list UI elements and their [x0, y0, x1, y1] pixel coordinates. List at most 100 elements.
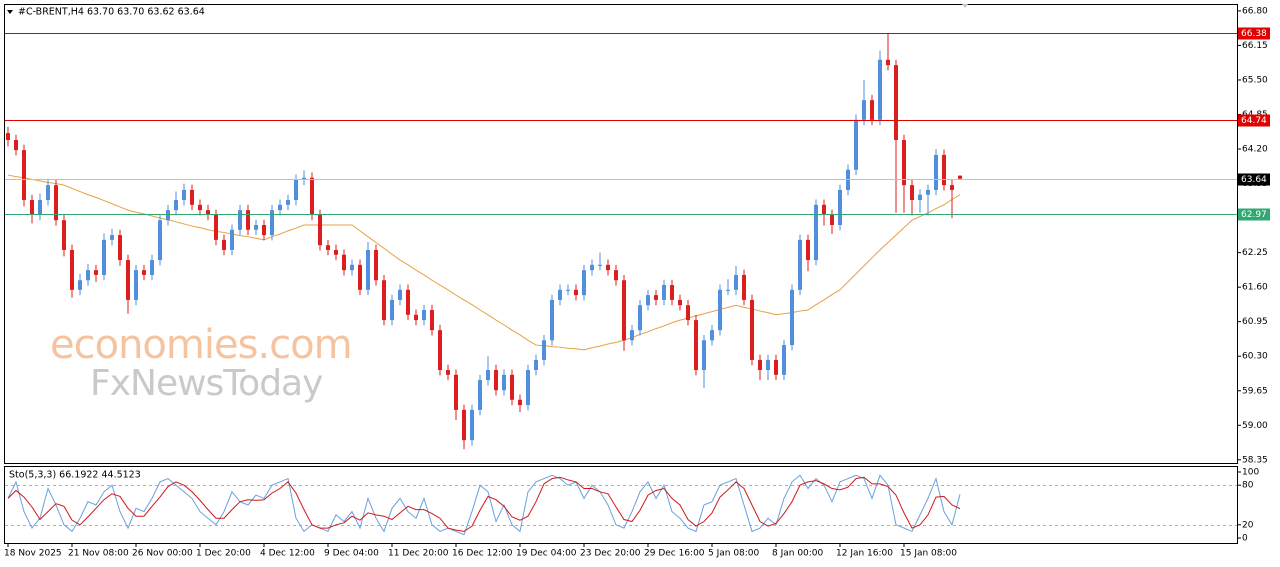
x-tick-label: 29 Dec 16:00 [644, 549, 705, 559]
candle-body [414, 314, 418, 321]
candle-body [614, 270, 618, 281]
candle-body [622, 280, 626, 341]
candle-body [318, 214, 322, 246]
candle-body [366, 249, 370, 290]
candle-body [78, 280, 82, 290]
candle-body [278, 204, 282, 211]
chart-title: #C-BRENT,H4 63.70 63.70 63.62 63.64 [18, 7, 205, 18]
candle-body [118, 235, 122, 261]
candle-body [158, 220, 162, 261]
candle-body [638, 305, 642, 331]
candle-body [374, 249, 378, 281]
y-tick-label: 100 [1242, 468, 1259, 478]
candle-body [630, 330, 634, 341]
candle-body [422, 310, 426, 321]
candle-body [510, 374, 514, 400]
candle-body [742, 274, 746, 300]
candle-body [942, 154, 946, 186]
y-tick-label: 64.20 [1242, 145, 1268, 155]
price-level-box [1238, 208, 1270, 221]
candle-body [310, 177, 314, 215]
candle-body [686, 305, 690, 321]
candle-body [902, 140, 906, 186]
x-tick-label: 9 Dec 04:00 [324, 549, 379, 559]
candle-body [566, 289, 570, 291]
candle-body [518, 399, 522, 406]
shift-marker [962, 4, 968, 8]
candle-body [446, 370, 450, 375]
candle-body [558, 289, 562, 300]
candle-body [334, 249, 338, 255]
x-tick-label: 16 Dec 12:00 [452, 549, 513, 559]
candle-body [94, 270, 98, 275]
x-tick-label: 18 Nov 2025 [4, 549, 62, 559]
candle-body [6, 133, 10, 140]
candle-body [286, 200, 290, 205]
candle-body [70, 249, 74, 290]
candle-body [54, 185, 58, 221]
y-tick-label: 0 [1242, 534, 1248, 544]
stochastic-line [7, 476, 961, 532]
x-tick-label: 12 Jan 16:00 [836, 549, 893, 559]
candle-body [246, 210, 250, 230]
candle-body [886, 59, 890, 66]
candle-body [830, 214, 834, 225]
candle-body [526, 370, 530, 406]
candle-body [822, 204, 826, 215]
candle-body [182, 189, 186, 201]
price-level-label: 63.64 [1241, 175, 1267, 185]
x-tick-label: 5 Jan 08:00 [708, 549, 760, 559]
candle-body [206, 210, 210, 215]
candle-body [550, 299, 554, 341]
candle-body [710, 330, 714, 341]
y-tick-label: 65.50 [1242, 75, 1268, 85]
candle-body [470, 409, 474, 441]
candle-body [934, 154, 938, 190]
x-tick-label: 26 Nov 00:00 [132, 549, 193, 559]
y-tick-label: 20 [1242, 520, 1254, 530]
x-tick-label: 15 Jan 08:00 [900, 549, 957, 559]
candle-body [702, 340, 706, 371]
price-level-label: 62.97 [1241, 210, 1267, 220]
candle-body [462, 409, 466, 441]
candle-body [766, 359, 770, 371]
candle-body [150, 260, 154, 275]
candle-body [598, 264, 602, 266]
x-tick-label: 19 Dec 04:00 [516, 549, 577, 559]
candle-body [734, 274, 738, 290]
candle-body [494, 370, 498, 391]
candle-body [726, 289, 730, 291]
y-tick-label: 80 [1242, 481, 1254, 491]
price-level-box [1238, 27, 1270, 40]
x-tick-label: 11 Dec 20:00 [388, 549, 449, 559]
price-level-box [1238, 114, 1270, 127]
candle-body [254, 225, 258, 230]
candle-body [166, 210, 170, 221]
candle-body [718, 289, 722, 331]
candle-body [910, 185, 914, 201]
candle-body [302, 177, 306, 180]
candle-body [478, 380, 482, 410]
candle-body [110, 235, 114, 240]
candle-body [62, 220, 66, 250]
candle-body [398, 289, 402, 300]
candle-body [958, 175, 962, 179]
indicator-title: Sto(5,3,3) 66.1922 44.5123 [9, 470, 141, 481]
candle-body [542, 340, 546, 360]
y-tick-label: 60.95 [1242, 317, 1268, 327]
candle-body [662, 285, 666, 300]
menu-arrow [7, 10, 13, 14]
candle-body [894, 65, 898, 140]
x-tick-label: 21 Nov 08:00 [68, 549, 129, 559]
candle-body [870, 100, 874, 120]
candle-body [878, 59, 882, 120]
candle-body [590, 264, 594, 271]
candle-body [854, 119, 858, 170]
candle-body [270, 210, 274, 236]
candle-body [814, 204, 818, 261]
candle-body [46, 185, 50, 201]
candle-body [14, 140, 18, 151]
candle-body [358, 264, 362, 290]
